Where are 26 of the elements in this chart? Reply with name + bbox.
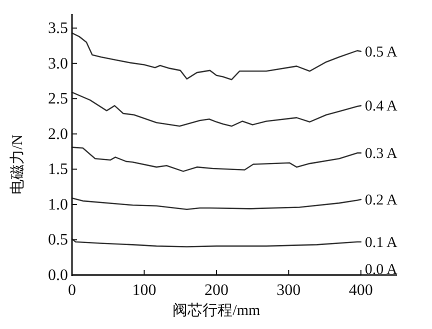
y-tick-label: 3.0: [48, 55, 68, 72]
y-tick-label: 0.0: [48, 267, 68, 284]
series-label: 0.4 A: [364, 98, 398, 115]
x-tick-label: 300: [276, 282, 301, 299]
series-label: 0.0 A: [364, 262, 398, 278]
series-label: 0.2 A: [364, 192, 398, 209]
y-tick-label: 3.5: [48, 20, 68, 38]
series-label: 0.3 A: [364, 146, 398, 162]
x-tick-label: 100: [132, 282, 156, 299]
line-series: [71, 92, 362, 127]
y-tick-label: 2.5: [48, 90, 68, 108]
y-tick-label: 2.0: [48, 126, 68, 143]
x-axis-title: 阀芯行程/mm: [172, 302, 261, 319]
x-tick-label: 200: [204, 282, 228, 299]
series-label: 0.1 A: [364, 234, 398, 251]
series-label: 0.5 A: [364, 44, 398, 60]
line-series: [71, 146, 362, 172]
line-series: [71, 238, 362, 248]
line-series: [71, 32, 362, 80]
y-axis-title: 电磁力/N: [9, 134, 26, 194]
y-tick-label: 1.0: [48, 196, 68, 214]
line-series: [71, 197, 362, 210]
x-tick-label: 0: [68, 282, 76, 299]
x-tick-label: 400: [348, 282, 373, 299]
y-tick-label: 0.5: [48, 232, 68, 249]
y-tick-label: 1.5: [48, 161, 68, 178]
